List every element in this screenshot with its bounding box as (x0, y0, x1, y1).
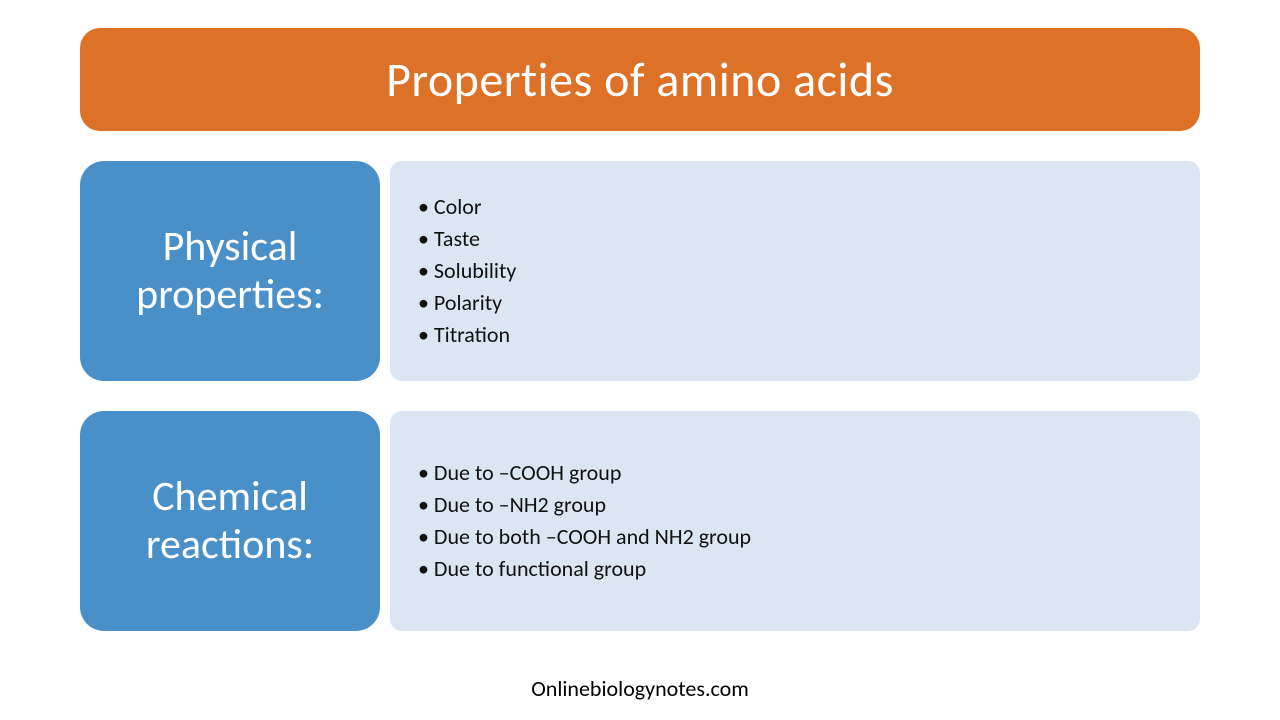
bullet-item: • Color (418, 191, 1172, 223)
section-content: • Due to –COOH group• Due to –NH2 group•… (390, 411, 1200, 631)
bullet-item: • Solubility (418, 255, 1172, 287)
bullet-item: • Titration (418, 319, 1172, 351)
bullet-item: • Due to –COOH group (418, 457, 1172, 489)
section-row: Chemical reactions:• Due to –COOH group•… (80, 411, 1200, 631)
bullet-item: • Polarity (418, 287, 1172, 319)
footer-credit: Onlinebiologynotes.com (0, 675, 1280, 702)
bullet-item: • Due to both –COOH and NH2 group (418, 521, 1172, 553)
bullet-item: • Due to –NH2 group (418, 489, 1172, 521)
footer-text: Onlinebiologynotes.com (531, 675, 749, 702)
section-label-text: Physical properties: (90, 223, 370, 320)
title-text: Properties of amino acids (386, 50, 894, 109)
bullet-item: • Taste (418, 223, 1172, 255)
section-row: Physical properties:• Color• Taste• Solu… (80, 161, 1200, 381)
section-label: Physical properties: (80, 161, 380, 381)
title-bar: Properties of amino acids (80, 28, 1200, 131)
section-content: • Color• Taste• Solubility• Polarity• Ti… (390, 161, 1200, 381)
diagram-container: Properties of amino acids Physical prope… (0, 0, 1280, 631)
section-label: Chemical reactions: (80, 411, 380, 631)
section-label-text: Chemical reactions: (90, 473, 370, 570)
bullet-item: • Due to functional group (418, 553, 1172, 585)
sections-wrapper: Physical properties:• Color• Taste• Solu… (80, 161, 1200, 631)
